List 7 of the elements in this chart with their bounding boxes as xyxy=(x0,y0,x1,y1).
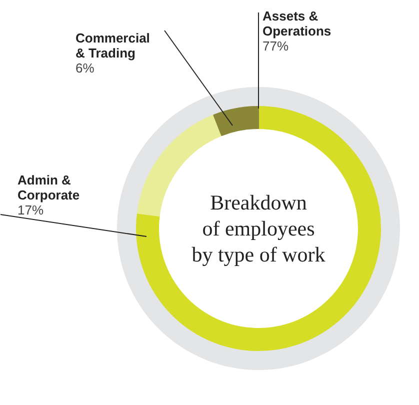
text: Breakdown of employees by type of work xyxy=(192,190,326,266)
slice-label: Assets & Operations xyxy=(262,8,332,38)
data-label: 17% xyxy=(18,202,44,218)
data-label: 77% xyxy=(262,38,289,54)
slice-label: Commercial & Trading xyxy=(76,30,150,60)
data-label: 6% xyxy=(76,60,95,76)
slice-label: Admin & Corporate xyxy=(18,172,80,202)
